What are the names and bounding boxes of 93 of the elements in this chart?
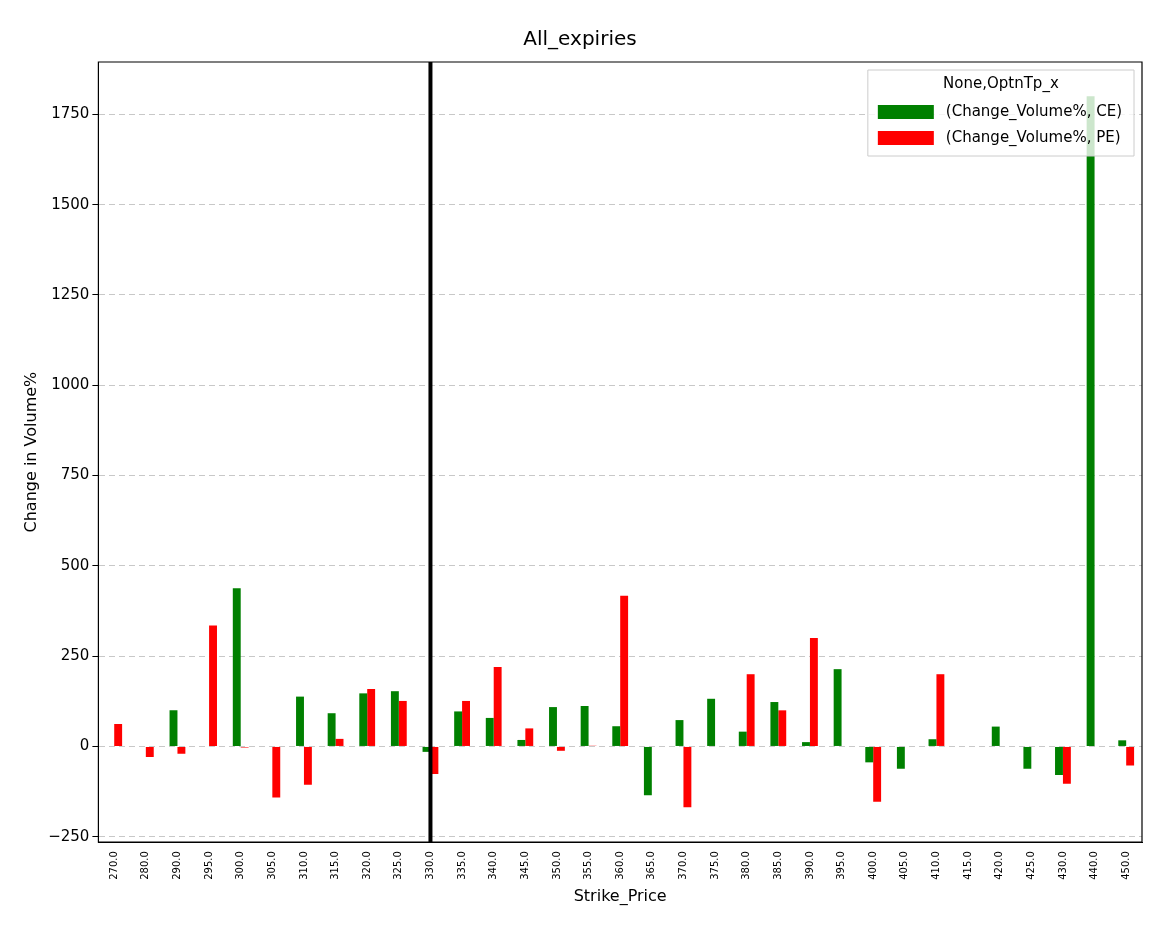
x-tick-label: 390.0 xyxy=(803,851,815,880)
legend-label: (Change_Volume%, CE) xyxy=(945,101,1123,121)
x-tick-label: 370.0 xyxy=(677,851,689,880)
bar xyxy=(1023,746,1032,769)
bar xyxy=(549,707,557,746)
bar xyxy=(1118,740,1127,746)
bar xyxy=(327,713,336,746)
bar xyxy=(359,693,368,746)
bar xyxy=(1062,746,1071,784)
bar xyxy=(778,710,787,746)
x-tick-label: 395.0 xyxy=(835,851,847,880)
x-tick-label: 430.0 xyxy=(1056,851,1068,880)
bar xyxy=(114,724,123,746)
x-tick-label: 305.0 xyxy=(265,851,277,880)
y-tick-label: 250 xyxy=(60,646,90,665)
bar xyxy=(612,726,621,746)
legend-title: None,OptnTp_x xyxy=(943,73,1059,93)
x-tick-label: 385.0 xyxy=(771,851,783,880)
y-tick-label: −250 xyxy=(48,826,90,845)
bar xyxy=(865,746,874,763)
bar xyxy=(991,726,1000,746)
x-tick-label: 320.0 xyxy=(360,851,372,880)
x-tick-label: 405.0 xyxy=(898,851,910,880)
y-tick-label: 750 xyxy=(60,465,90,484)
x-tick-label: 365.0 xyxy=(645,851,657,880)
x-tick-label: 315.0 xyxy=(329,851,341,880)
x-tick-label: 450.0 xyxy=(1119,851,1131,880)
x-tick-label: 380.0 xyxy=(740,851,752,880)
x-tick-label: 325.0 xyxy=(392,851,404,880)
bar xyxy=(928,739,937,746)
bar xyxy=(770,702,779,746)
bar xyxy=(580,706,589,746)
bar xyxy=(209,625,217,746)
x-axis-title: Strike_Price xyxy=(573,885,667,906)
y-tick-label: 1500 xyxy=(51,194,90,213)
bar xyxy=(525,728,534,746)
x-tick-label: 280.0 xyxy=(139,851,151,880)
x-tick-label: 425.0 xyxy=(1024,851,1036,880)
bar xyxy=(936,674,945,746)
bar xyxy=(1126,746,1135,766)
x-tick-label: 400.0 xyxy=(866,851,878,880)
x-tick-label: 420.0 xyxy=(993,851,1005,880)
bar xyxy=(896,746,905,769)
bar xyxy=(556,746,565,751)
bar xyxy=(303,746,312,785)
x-tick-label: 335.0 xyxy=(455,851,467,880)
x-tick-label: 375.0 xyxy=(708,851,720,880)
bar xyxy=(454,711,463,746)
x-tick-label: 415.0 xyxy=(961,851,973,880)
y-tick-label: 1250 xyxy=(51,284,90,303)
bar xyxy=(177,746,186,754)
x-tick-label: 355.0 xyxy=(582,851,594,880)
bar xyxy=(517,739,526,746)
bar xyxy=(390,691,399,746)
x-tick-label: 360.0 xyxy=(613,851,625,880)
y-tick-label: 1000 xyxy=(51,375,90,394)
bar xyxy=(746,674,755,746)
x-tick-label: 340.0 xyxy=(487,851,499,880)
bar xyxy=(398,700,407,746)
bar xyxy=(145,746,154,757)
x-tick-label: 310.0 xyxy=(297,851,309,880)
bar xyxy=(485,717,494,746)
chart-title: All_expiries xyxy=(523,26,637,51)
bar xyxy=(272,746,281,798)
bar xyxy=(683,746,692,808)
x-tick-label: 350.0 xyxy=(550,851,562,880)
bar xyxy=(232,588,241,746)
y-axis-title: Change in Volume% xyxy=(20,371,40,533)
bar xyxy=(462,700,470,746)
y-tick-label: 500 xyxy=(60,555,90,574)
bar xyxy=(809,638,818,746)
bar xyxy=(1055,746,1063,775)
bar xyxy=(802,742,810,746)
bar xyxy=(707,698,716,746)
x-tick-label: 330.0 xyxy=(424,851,436,880)
x-tick-label: 410.0 xyxy=(930,851,942,880)
bar xyxy=(873,746,882,802)
bar xyxy=(493,667,502,746)
bar xyxy=(296,696,304,746)
bar xyxy=(620,595,629,746)
bar xyxy=(738,731,747,746)
x-tick-label: 300.0 xyxy=(234,851,246,880)
x-tick-label: 345.0 xyxy=(518,851,530,880)
x-tick-label: 295.0 xyxy=(202,851,214,880)
x-tick-label: 440.0 xyxy=(1088,851,1100,880)
y-tick-label: 1750 xyxy=(51,104,90,123)
x-tick-label: 290.0 xyxy=(171,851,183,880)
y-tick-label: 0 xyxy=(79,736,90,755)
bar xyxy=(367,689,376,746)
bar xyxy=(643,746,652,796)
legend-label: (Change_Volume%, PE) xyxy=(945,127,1121,147)
x-tick-label: 270.0 xyxy=(107,851,119,880)
bar xyxy=(833,669,842,746)
